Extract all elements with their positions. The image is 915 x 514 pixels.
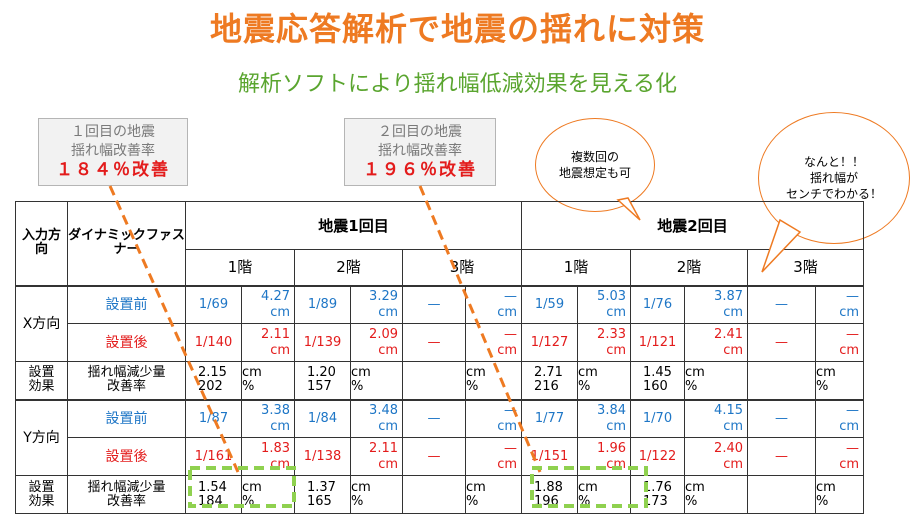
effect-value: 1.37 165 — [294, 475, 351, 514]
drift-ratio: 1/77 — [521, 399, 578, 438]
bubble1-line2: 地震想定も可 — [558, 166, 631, 180]
displacement-cell: 2.11 cm — [241, 323, 295, 362]
displacement-cell: 2.41 cm — [684, 323, 748, 362]
x-direction-label: X方向 — [15, 285, 68, 362]
displacement-cell: — cm — [815, 399, 864, 438]
bubble2-line1: なんと！！ — [803, 155, 864, 169]
bubble2-tail — [761, 218, 802, 273]
displacement-cell: 5.03 cm — [577, 285, 631, 324]
after-label: 設置後 — [67, 437, 186, 476]
drift-ratio: 1/76 — [630, 285, 685, 324]
effect-metrics-label: 揺れ幅減少量 改善率 — [67, 361, 186, 401]
effect-value — [402, 475, 466, 514]
callout-eq1-line1: １回目の地震 — [71, 124, 155, 140]
bubble1-tail — [616, 197, 641, 221]
effect-value — [402, 361, 466, 401]
pointer-line-eq1 — [108, 185, 240, 473]
pointer-line-eq2 — [418, 185, 542, 473]
drift-ratio: 1/140 — [185, 323, 242, 362]
highlight-box-eq1 — [188, 466, 296, 508]
effect-unit: cm% — [815, 475, 864, 514]
effect-label: 設置 効果 — [15, 475, 68, 514]
drift-ratio: 1/69 — [185, 285, 242, 324]
drift-ratio: 1/59 — [521, 285, 578, 324]
header-eq1: 地震1回目 — [185, 201, 522, 250]
floor-header: 1階 — [185, 249, 295, 287]
callout-eq1-value: １８４％改善 — [56, 160, 170, 180]
drift-ratio: 1/84 — [294, 399, 351, 438]
drift-ratio: — — [402, 399, 466, 438]
effect-unit: cm% — [815, 361, 864, 401]
displacement-cell: 2.09 cm — [350, 323, 403, 362]
highlight-box-eq2 — [530, 466, 648, 508]
callout-eq2-line1: ２回目の地震 — [378, 124, 462, 140]
displacement-cell: 3.87 cm — [684, 285, 748, 324]
drift-ratio: — — [747, 323, 816, 362]
effect-value: 1.45 160 — [630, 361, 685, 401]
header-eq2: 地震2回目 — [521, 201, 864, 250]
table-row: 設置 効果 揺れ幅減少量 改善率 2.15 202 cm% 1.20 157 cm% c… — [15, 361, 864, 401]
table-row: X方向 設置前 1/69 4.27 cm 1/89 3.29 cm — — cm 1/… — [15, 285, 864, 362]
displacement-cell: — cm — [465, 399, 522, 438]
displacement-cell: 2.33 cm — [577, 323, 631, 362]
displacement-cell: 3.29 cm — [350, 285, 403, 324]
floor-header: 2階 — [294, 249, 403, 287]
y-direction-label: Y方向 — [15, 399, 68, 476]
displacement-cell: — cm — [465, 285, 522, 324]
effect-value: 1.76 173 — [630, 475, 685, 514]
effect-unit: cm% — [465, 475, 522, 514]
effect-unit: cm% — [465, 361, 522, 401]
displacement-cell: — cm — [815, 437, 864, 476]
effect-value: 2.71 216 — [521, 361, 578, 401]
displacement-cell: — cm — [815, 323, 864, 362]
before-label: 設置前 — [67, 399, 186, 438]
callout-eq1-line2: 揺れ幅改善率 — [71, 143, 155, 159]
callout-eq1-improvement: １回目の地震 揺れ幅改善率 １８４％改善 — [38, 118, 188, 186]
bubble2-line3: センチでわかる！ — [785, 187, 882, 201]
header-product: ダイナミックファスナー — [67, 201, 186, 287]
effect-unit: cm% — [577, 361, 631, 401]
displacement-cell: 2.40 cm — [684, 437, 748, 476]
header-direction: 入力方向 — [15, 201, 68, 287]
bubble2-line2: 揺れ幅が — [809, 171, 858, 185]
speech-bubble-multiple-quakes: 複数回の 地震想定も可 — [535, 118, 655, 212]
bubble1-line1: 複数回の — [570, 150, 619, 164]
effect-value — [747, 475, 816, 514]
floor-header: 2階 — [630, 249, 748, 287]
displacement-cell: — cm — [465, 323, 522, 362]
drift-ratio: 1/139 — [294, 323, 351, 362]
effect-unit: cm% — [684, 475, 748, 514]
drift-ratio: — — [402, 323, 466, 362]
effect-value: 2.15 202 — [185, 361, 242, 401]
callout-eq2-improvement: ２回目の地震 揺れ幅改善率 １９６％改善 — [344, 118, 496, 186]
displacement-cell: — cm — [815, 285, 864, 324]
page-subtitle: 解析ソフトにより揺れ幅低減効果を見える化 — [238, 72, 677, 97]
floor-header: 3階 — [402, 249, 522, 287]
displacement-cell: 3.38 cm — [241, 399, 295, 438]
table-row: 設置後 1/140 2.11 cm 1/139 2.09 cm — — cm 1/12… — [16, 323, 864, 362]
drift-ratio: 1/70 — [630, 399, 685, 438]
floor-header: 3階 — [747, 249, 864, 287]
drift-ratio: 1/87 — [185, 399, 242, 438]
effect-value: 1.20 157 — [294, 361, 351, 401]
callout-eq2-value: １９６％改善 — [363, 160, 477, 180]
callout-eq2-line2: 揺れ幅改善率 — [378, 143, 462, 159]
effect-unit: cm% — [684, 361, 748, 401]
effect-unit: cm% — [350, 361, 403, 401]
drift-ratio: 1/138 — [294, 437, 351, 476]
effect-unit: cm% — [350, 475, 403, 514]
page-title: 地震応答解析で地震の揺れに対策 — [209, 10, 705, 48]
